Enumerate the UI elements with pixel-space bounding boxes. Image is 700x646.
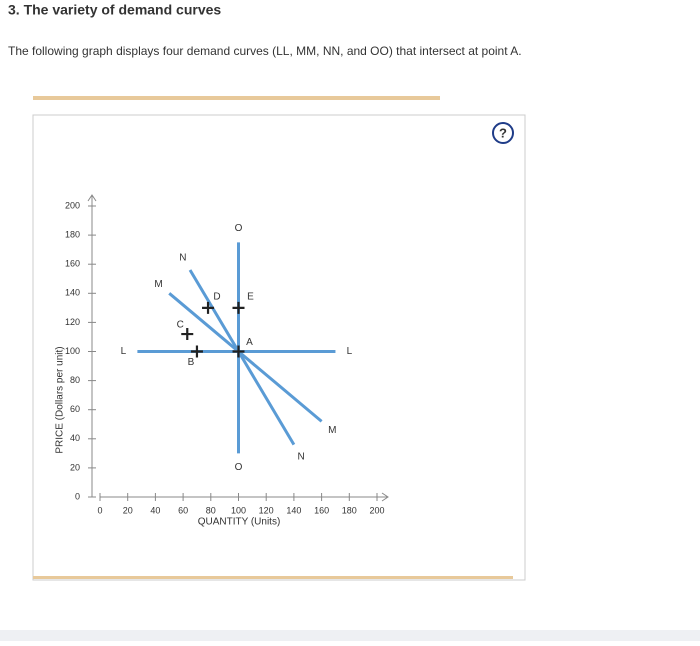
divider (33, 96, 440, 100)
graph-card (32, 114, 526, 581)
x-tick-label: 80 (206, 505, 216, 515)
demand-curve (188, 269, 296, 446)
y-tick-label: 120 (65, 317, 80, 327)
y-tick-label: 0 (75, 491, 80, 501)
point-marker[interactable] (232, 301, 245, 314)
footer-bar (0, 630, 700, 641)
y-axis-arrow (87, 194, 97, 202)
point-marker[interactable] (190, 345, 203, 358)
y-tick-label: 40 (70, 433, 80, 443)
point-label: C (177, 320, 184, 331)
question-text: The following graph displays four demand… (8, 44, 522, 58)
y-tick-label: 20 (70, 462, 80, 472)
point-label: D (213, 291, 220, 302)
curve-label: M (154, 279, 162, 290)
y-tick-label: 140 (65, 288, 80, 298)
curve-label: L (121, 346, 127, 357)
x-axis-title: QUANTITY (Units) (198, 517, 281, 528)
x-tick-label: 180 (342, 505, 357, 515)
x-axis-arrow (381, 492, 389, 502)
question-title: 3. The variety of demand curves (8, 2, 221, 18)
x-tick-label: 200 (369, 505, 384, 515)
demand-curve (168, 292, 323, 423)
x-tick-label: 60 (178, 505, 188, 515)
curve-label: O (235, 223, 243, 234)
y-tick-label: 180 (65, 229, 80, 239)
y-tick-label: 100 (65, 346, 80, 356)
curve-label: N (297, 451, 304, 462)
curve-label: M (328, 425, 336, 436)
help-icon-text[interactable]: ? (499, 125, 507, 140)
point-label: A (246, 337, 253, 348)
x-tick-label: 100 (231, 505, 246, 515)
y-tick-label: 80 (70, 375, 80, 385)
x-tick-label: 120 (259, 505, 274, 515)
x-tick-label: 160 (314, 505, 329, 515)
x-tick-label: 140 (286, 505, 301, 515)
x-tick-label: 0 (97, 505, 102, 515)
x-tick-label: 20 (123, 505, 133, 515)
y-tick-label: 60 (70, 404, 80, 414)
point-marker[interactable] (232, 345, 245, 358)
curve-label: O (235, 462, 243, 473)
point-label: B (188, 357, 195, 368)
curve-label: N (179, 253, 186, 264)
point-marker[interactable] (202, 301, 215, 314)
y-axis-title: PRICE (Dollars per unit) (55, 346, 66, 453)
curve-label: L (347, 346, 353, 357)
point-marker[interactable] (181, 328, 194, 341)
y-tick-label: 160 (65, 259, 80, 269)
y-tick-label: 200 (65, 200, 80, 210)
divider (33, 576, 513, 579)
point-label: E (247, 291, 254, 302)
help-icon[interactable] (492, 122, 514, 144)
x-tick-label: 40 (150, 505, 160, 515)
